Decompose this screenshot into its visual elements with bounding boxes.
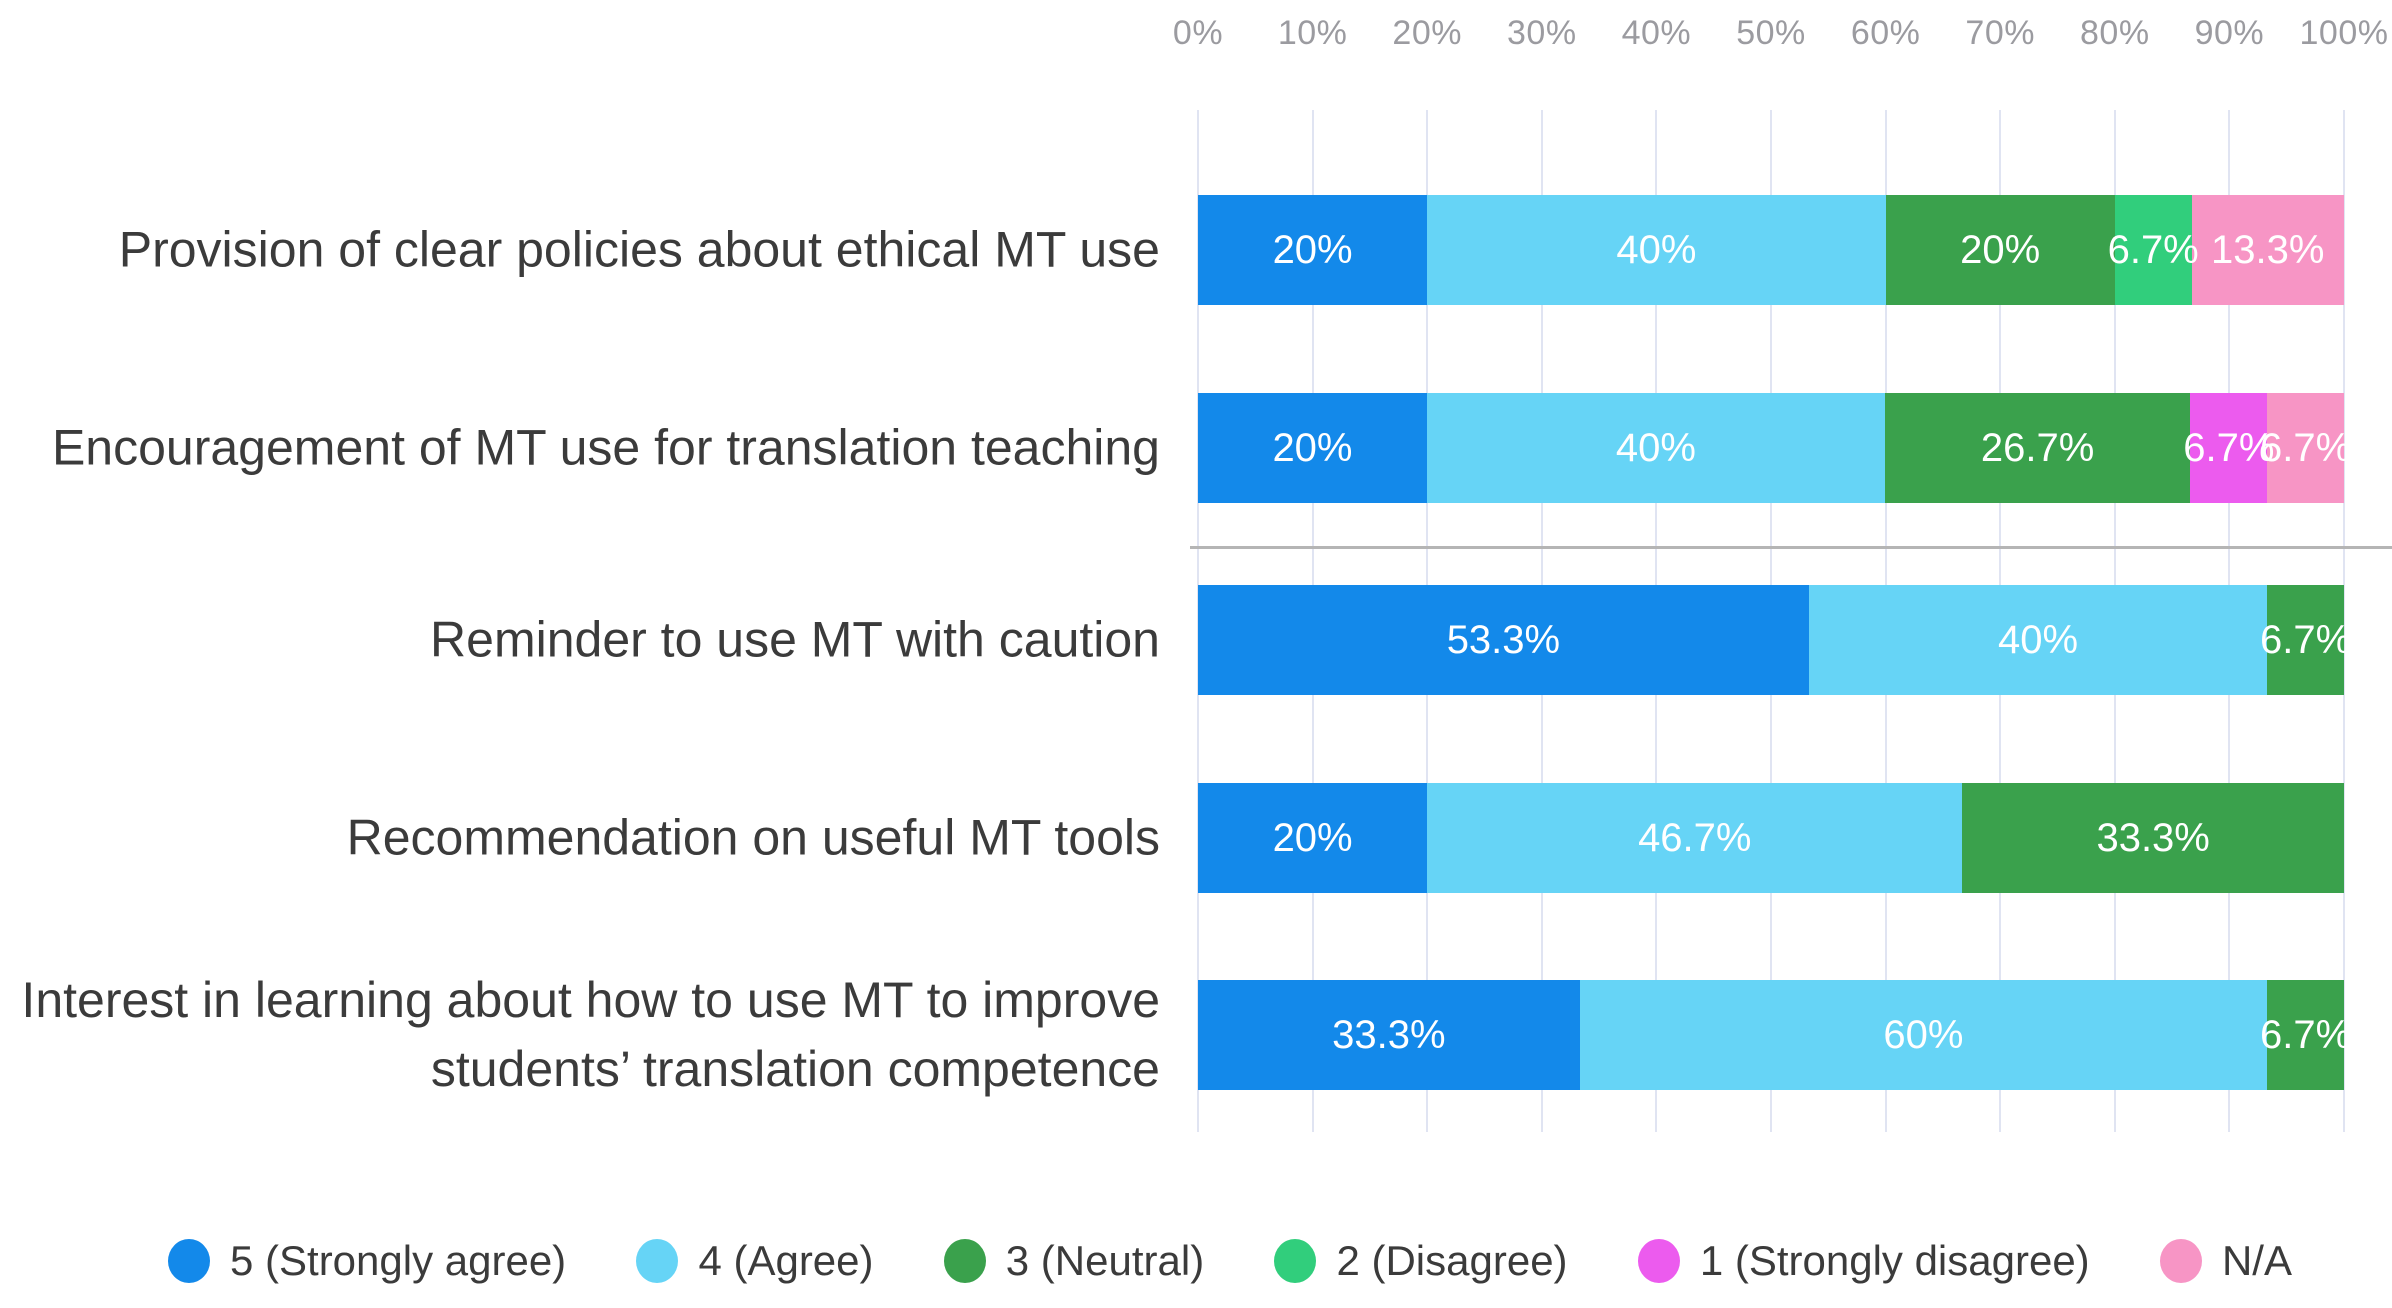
x-axis: 0% 10% 20% 30% 40% 50% 60% 70% 80% 90% 100% xyxy=(1173,14,2388,60)
segment-label: 40% xyxy=(1997,617,2079,662)
segment-label: 60% xyxy=(1883,1012,1964,1057)
bar-segment: 6.7% xyxy=(2260,585,2351,695)
category-label: Recommendation on useful MT tools xyxy=(346,809,1160,866)
x-tick-label: 0% xyxy=(1172,14,1224,52)
legend-label: 3 (Neutral) xyxy=(1005,1237,1205,1284)
bar-segment: 6.7% xyxy=(2183,393,2274,503)
category-label: Reminder to use MT with caution xyxy=(430,611,1160,668)
bar-segment: 46.7% xyxy=(1427,783,1963,893)
segment-label: 6.7% xyxy=(2260,617,2352,662)
legend-item: 2 (Disagree) xyxy=(1274,1237,1568,1285)
bar-segment: 53.3% xyxy=(1198,585,1809,695)
bar-row: 53.3% 40% 6.7% xyxy=(1198,585,2351,695)
bar-segment: 20% xyxy=(1198,195,1428,305)
segment-label: 33.3% xyxy=(1332,1012,1446,1057)
bar-segment: 20% xyxy=(1198,783,1428,893)
legend-label: 4 (Agree) xyxy=(698,1237,874,1284)
x-tick-label: 90% xyxy=(2194,14,2265,52)
bar-segment: 33.3% xyxy=(1962,783,2344,893)
legend-swatch-icon xyxy=(1637,1239,1680,1283)
bar-row: 33.3% 60% 6.7% xyxy=(1198,980,2351,1090)
bar-segment: 20% xyxy=(1198,393,1427,503)
legend-label: 5 (Strongly agree) xyxy=(230,1237,567,1284)
gridline xyxy=(2343,110,2345,1132)
category-label: Provision of clear policies about ethica… xyxy=(118,221,1160,278)
legend-item: 3 (Neutral) xyxy=(943,1237,1205,1285)
bar-segment: 6.7% xyxy=(2260,980,2351,1090)
x-tick-label: 70% xyxy=(1965,14,2035,52)
legend: 5 (Strongly agree) 4 (Agree) 3 (Neutral) 2 … xyxy=(168,1230,2292,1292)
segment-label: 20% xyxy=(1272,227,1353,272)
x-tick-label: 30% xyxy=(1507,14,1577,52)
segment-label: 6.7% xyxy=(2183,425,2275,470)
bar-segment: 40% xyxy=(1426,393,1885,503)
x-tick-label: 20% xyxy=(1392,14,1462,52)
x-tick-label: 60% xyxy=(1850,14,1921,52)
segment-label: 13.3% xyxy=(2211,227,2325,272)
segment-label: 26.7% xyxy=(1980,425,2095,470)
segment-label: 6.7% xyxy=(2107,227,2199,272)
segment-label: 46.7% xyxy=(1638,815,1752,860)
bar-row: 20% 40% 20% 6.7% 13.3% xyxy=(1198,195,2344,305)
legend-swatch-icon xyxy=(943,1239,986,1283)
legend-item: 1 (Strongly disagree) xyxy=(1637,1237,2090,1285)
bar-segment: 13.3% xyxy=(2191,195,2344,305)
segment-label: 20% xyxy=(1272,815,1353,860)
segment-label: 20% xyxy=(1960,227,2041,272)
x-tick-label: 80% xyxy=(2080,14,2150,52)
segment-label: 6.7% xyxy=(2260,1012,2352,1057)
x-tick-label: 40% xyxy=(1621,14,1692,52)
x-tick-label: 10% xyxy=(1277,14,1348,52)
bar-segment: 26.7% xyxy=(1884,393,2191,503)
segment-label: 53.3% xyxy=(1446,617,1561,662)
segment-label: 6.7% xyxy=(2260,425,2352,470)
category-label: Encouragement of MT use for translation … xyxy=(51,419,1160,476)
bar-row: 20% 46.7% 33.3% xyxy=(1198,783,2344,893)
divider-line xyxy=(1190,546,2392,549)
legend-label: N/A xyxy=(2221,1237,2292,1284)
plot-area: 20% 40% 20% 6.7% 13.3% 20% 40% 26.7% 6.7% 6.7% 53.… xyxy=(1197,110,2351,1132)
legend-item: 4 (Agree) xyxy=(636,1237,874,1285)
segment-label: 40% xyxy=(1615,425,1696,470)
legend-item: 5 (Strongly agree) xyxy=(168,1237,566,1285)
legend-label: 1 (Strongly disagree) xyxy=(1699,1237,2090,1284)
legend-swatch-icon xyxy=(168,1239,210,1283)
legend-swatch-icon xyxy=(636,1239,679,1283)
segment-label: 33.3% xyxy=(2096,815,2210,860)
legend-swatch-icon xyxy=(1274,1239,1317,1283)
legend-swatch-icon xyxy=(2159,1239,2202,1283)
x-tick-label: 100% xyxy=(2299,14,2389,52)
bar-segment: 40% xyxy=(1427,195,1886,305)
bar-segment: 33.3% xyxy=(1198,980,1580,1090)
bar-segment: 20% xyxy=(1885,195,2115,305)
bar-segment: 6.7% xyxy=(2108,195,2199,305)
segment-label: 40% xyxy=(1616,227,1697,272)
x-tick-label: 50% xyxy=(1736,14,1806,52)
legend-label: 2 (Disagree) xyxy=(1336,1237,1568,1284)
bar-segment: 40% xyxy=(1808,585,2268,695)
bar-row: 20% 40% 26.7% 6.7% 6.7% xyxy=(1198,393,2351,503)
bar-segment: 6.7% xyxy=(2260,393,2351,503)
bar-segment: 60% xyxy=(1579,980,2268,1090)
category-label: Interest in learning about how to use MT… xyxy=(21,972,1160,1097)
segment-label: 20% xyxy=(1272,425,1353,470)
legend-item: N/A xyxy=(2159,1237,2292,1285)
